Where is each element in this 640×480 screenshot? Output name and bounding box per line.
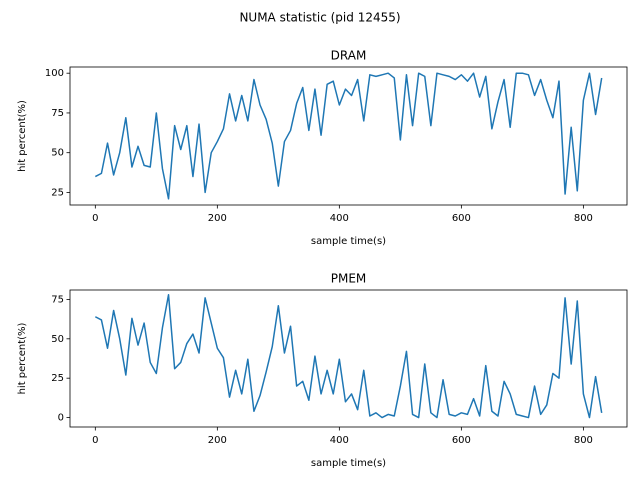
x-tick-label: 200 xyxy=(208,213,227,224)
y-tick-label: 50 xyxy=(51,148,64,159)
x-tick-label: 800 xyxy=(574,213,593,224)
x-tick-label: 800 xyxy=(574,435,593,446)
x-tick-label: 600 xyxy=(452,435,471,446)
x-tick-label: 400 xyxy=(330,213,349,224)
x-tick-label: 400 xyxy=(330,435,349,446)
y-tick-label: 25 xyxy=(51,187,64,198)
axes-frame xyxy=(69,66,628,206)
x-tick-label: 600 xyxy=(452,213,471,224)
y-tick-label: 0 xyxy=(58,413,64,424)
data-line xyxy=(94,72,603,200)
y-axis-label: hit percent(%) xyxy=(17,100,28,172)
x-tick-label: 0 xyxy=(92,435,98,446)
y-tick-label: 50 xyxy=(51,334,64,345)
y-tick-label: 100 xyxy=(45,68,64,79)
figure-title: NUMA statistic (pid 12455) xyxy=(239,11,400,25)
y-tick-label: 75 xyxy=(51,108,64,119)
x-tick-label: 0 xyxy=(92,213,98,224)
data-line xyxy=(94,293,603,419)
x-axis-label: sample time(s) xyxy=(311,236,386,247)
y-tick-label: 75 xyxy=(51,294,64,305)
axes-title: DRAM xyxy=(331,49,367,63)
y-axis-label: hit percent(%) xyxy=(17,322,28,394)
axes-frame xyxy=(69,289,628,428)
axes-title: PMEM xyxy=(331,272,367,286)
y-tick-label: 25 xyxy=(51,373,64,384)
x-tick-label: 200 xyxy=(208,435,227,446)
x-axis-label: sample time(s) xyxy=(311,458,386,469)
